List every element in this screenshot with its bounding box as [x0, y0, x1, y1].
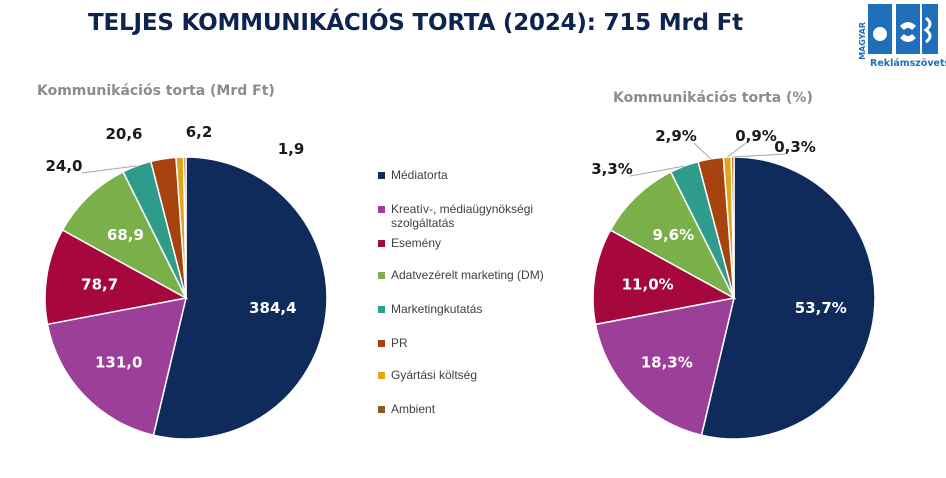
chart-title-left: Kommunikációs torta (Mrd Ft) [37, 83, 275, 99]
logo-text-reklamszovetseg: Reklámszövetség [870, 58, 946, 69]
legend-item: Kreatív-, médiaügynökségi szolgáltatás [378, 202, 571, 230]
legend-label: Médiatorta [391, 168, 448, 182]
pie-data-label-2: 131,0 [95, 353, 142, 371]
pie-data-label-5: 24,0 [45, 157, 82, 175]
legend-label: Kreatív-, médiaügynökségi szolgáltatás [391, 202, 534, 230]
legend-label: Gyártási költség [391, 368, 478, 382]
pie-slice-4 [61, 170, 188, 300]
pie-data-label-5: 3,3% [591, 160, 633, 178]
pie-data-label-3: 78,7 [81, 275, 118, 293]
legend-item: Médiatorta [378, 168, 448, 182]
pie-data-label-3: 11,0% [622, 275, 674, 293]
leader-line-8 [732, 153, 786, 158]
pie-data-label-7: 0,9% [735, 127, 777, 145]
pie-data-label-8: 1,9 [278, 140, 305, 158]
pie-data-label-4: 9,6% [653, 226, 695, 244]
leader-line-6 [693, 142, 711, 160]
legend-swatch [378, 272, 385, 279]
magyar-reklamszovetseg-logo [868, 4, 938, 54]
logo-text-magyar: MAGYAR [858, 22, 867, 60]
pie-data-label-6: 20,6 [105, 125, 142, 143]
legend-swatch [378, 406, 385, 413]
legend-label: Esemény [391, 236, 442, 250]
legend-item: Ambient [378, 402, 435, 416]
chart-title-right: Kommunikációs torta (%) [613, 90, 813, 106]
legend-swatch [378, 340, 385, 347]
leader-line-7 [727, 142, 747, 158]
legend-swatch [378, 240, 385, 247]
pie-chart-percent: 53,7% 18,3% 11,0% 9,6% 3,3% 2,9% 0,9%0,3% [591, 127, 876, 440]
pie-data-label-1: 384,4 [249, 299, 296, 317]
legend-item: Marketingkutatás [378, 302, 482, 316]
page-title: TELJES KOMMUNIKÁCIÓS TORTA (2024): 715 M… [88, 10, 743, 36]
legend-item: Esemény [378, 236, 441, 250]
legend-label: Adatvezérelt marketing (DM) [391, 268, 544, 282]
pie-slice-1 [700, 156, 876, 440]
pie-slice-2 [594, 297, 735, 437]
pie-data-label-8: 0,3% [774, 138, 816, 156]
pie-slice-3 [592, 229, 737, 326]
legend-label: Ambient [391, 402, 436, 416]
pie-data-label-4: 68,9 [107, 226, 144, 244]
legend-item: Gyártási költség [378, 368, 477, 382]
pie-chart-mrd-ft: 384,4 131,0 78,7 68,9 24,0 20,6 6,2 1,9 [44, 123, 328, 440]
leader-line-5 [81, 165, 137, 174]
pie-data-label-6: 2,9% [655, 127, 697, 145]
legend-label: Marketingkutatás [391, 302, 483, 316]
legend-item: Adatvezérelt marketing (DM) [378, 268, 544, 282]
legend-swatch [378, 372, 385, 379]
pie-slice-1 [152, 156, 328, 440]
legend-label: PR [391, 336, 408, 350]
legend-swatch [378, 306, 385, 313]
pie-slice-4 [609, 170, 736, 300]
legend-swatch [378, 206, 385, 213]
pie-slice-8 [182, 156, 187, 299]
pie-data-label-7: 6,2 [186, 123, 213, 141]
legend-item: PR [378, 336, 408, 350]
pie-data-label-1: 53,7% [795, 299, 847, 317]
pie-slice-2 [46, 297, 187, 437]
legend-swatch [378, 172, 385, 179]
leader-line-5 [629, 165, 685, 177]
pie-data-label-2: 18,3% [641, 353, 693, 371]
pie-slice-3 [44, 228, 189, 326]
